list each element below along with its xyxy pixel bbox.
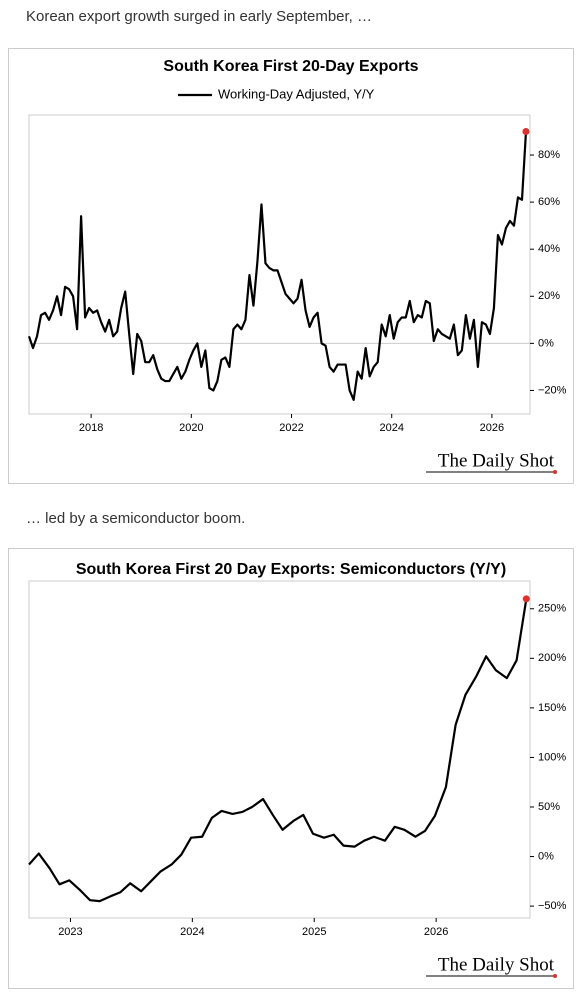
line-series [27,131,528,401]
y-tick-label: 0% [538,850,554,862]
end-marker [522,595,530,603]
chart-panel: South Korea First 20 Day Exports: Semico… [8,548,574,989]
plot-frame [28,114,531,415]
end-marker [522,127,530,135]
y-tick-label: −20% [538,384,567,396]
caption: Korean export growth surged in early Sep… [26,8,373,25]
plot-frame [28,580,531,919]
x-tick-label: 2026 [480,422,504,434]
source-logo: The Daily Shot [438,954,555,975]
x-tick-label: 2022 [279,422,303,434]
y-tick-label: 60% [538,196,560,208]
x-tick-label: 2018 [79,422,103,434]
legend-label: Working-Day Adjusted, Y/Y [218,86,375,101]
y-tick-label: 50% [538,801,560,813]
y-tick-label: 200% [538,652,566,664]
y-tick-label: −50% [538,900,567,912]
chart-panel: South Korea First 20-Day Exports The Dai… [8,48,574,484]
y-tick-label: 150% [538,702,566,714]
chart-title: South Korea First 20 Day Exports: Semico… [76,561,506,578]
panel-border [8,48,574,484]
x-tick-label: 2020 [179,422,203,434]
line-series [28,598,528,903]
x-tick-label: 2024 [379,422,403,434]
y-tick-label: 250% [538,603,566,615]
panel-border [8,548,574,989]
chart-title: South Korea First 20-Day Exports [163,58,418,75]
y-tick-label: 40% [538,243,560,255]
y-tick-label: 80% [538,149,560,161]
x-tick-label: 2024 [180,926,204,938]
source-logo: The Daily Shot [438,450,555,471]
x-tick-label: 2025 [302,926,326,938]
caption: … led by a semiconductor boom. [26,510,246,527]
logo-dot [553,974,557,978]
x-tick-label: 2023 [58,926,82,938]
y-tick-label: 0% [538,337,554,349]
y-tick-label: 20% [538,290,560,302]
logo-dot [553,470,557,474]
x-tick-label: 2026 [424,926,448,938]
y-tick-label: 100% [538,751,566,763]
